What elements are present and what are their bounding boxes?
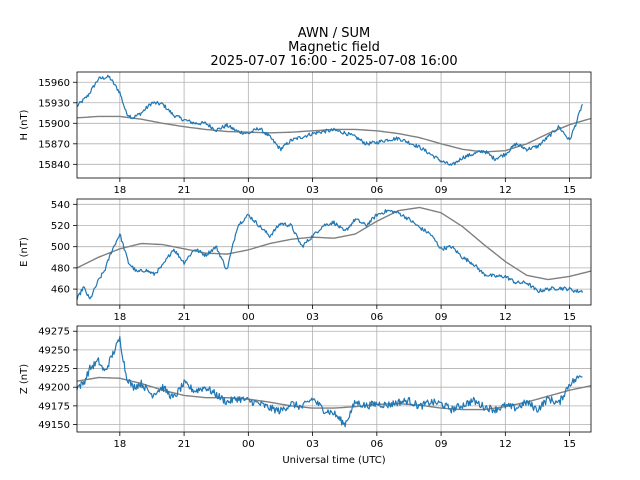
x-tick-label: 00	[242, 185, 255, 196]
panel-h: 18 21 00 03 06 09 12 15 15840 15870 15900 15930 1596…	[19, 71, 592, 196]
x-tick-label: 21	[178, 312, 191, 323]
x-tick-label: 06	[370, 312, 383, 323]
y-tick-label: 15840	[38, 160, 70, 171]
y-tick-label: 49250	[38, 345, 70, 356]
x-tick-label: 09	[435, 185, 448, 196]
x-tick-label: 09	[435, 312, 448, 323]
y-tick-label: 500	[51, 242, 70, 253]
x-tick-label: 21	[178, 439, 191, 450]
y-tick-label: 49275	[38, 327, 70, 338]
title-station: AWN / SUM	[298, 26, 370, 41]
x-tick-label: 12	[499, 439, 512, 450]
x-tick-label: 00	[242, 312, 255, 323]
y-tick-label: 49200	[38, 383, 70, 394]
panel-z: 18 21 00 03 06 09 12 15 49150 49175 49200 49225 4925…	[19, 325, 592, 450]
x-tick-label: 00	[242, 439, 255, 450]
panels: 18 21 00 03 06 09 12 15 15840 15870 15900 15930 1596…	[19, 71, 592, 450]
y-axis-label: E (nT)	[19, 237, 30, 267]
observed-trace	[76, 336, 583, 428]
y-axis-label: Z (nT)	[19, 364, 30, 394]
x-tick-label: 15	[563, 312, 576, 323]
title-quantity: Magnetic field	[288, 40, 380, 55]
y-tick-label: 520	[51, 221, 70, 232]
x-tick-label: 06	[370, 185, 383, 196]
x-tick-label: 15	[563, 439, 576, 450]
observed-trace	[76, 209, 583, 300]
title-time-range: 2025-07-07 16:00 - 2025-07-08 16:00	[210, 54, 457, 69]
y-tick-label: 49150	[38, 420, 70, 431]
x-tick-label: 12	[499, 312, 512, 323]
x-tick-label: 03	[306, 312, 319, 323]
y-tick-label: 49175	[38, 401, 70, 412]
x-tick-label: 06	[370, 439, 383, 450]
y-axis-label: H (nT)	[19, 109, 30, 140]
x-tick-label: 15	[563, 185, 576, 196]
reference-curve	[76, 206, 592, 281]
x-tick-label: 18	[113, 312, 126, 323]
observed-trace	[76, 74, 583, 166]
y-tick-label: 540	[51, 200, 70, 211]
y-tick-label: 15870	[38, 139, 70, 150]
x-tick-label: 12	[499, 185, 512, 196]
y-tick-label: 480	[51, 263, 70, 274]
x-tick-label: 18	[113, 185, 126, 196]
y-tick-label: 49225	[38, 364, 70, 375]
y-tick-label: 15900	[38, 119, 70, 130]
plot-frame	[76, 71, 592, 179]
y-tick-label: 15930	[38, 98, 70, 109]
x-tick-label: 18	[113, 439, 126, 450]
x-tick-label: 03	[306, 185, 319, 196]
x-tick-label: 03	[306, 439, 319, 450]
y-tick-label: 15960	[38, 78, 70, 89]
x-axis-label: Universal time (UTC)	[282, 455, 385, 466]
panel-e: 18 21 00 03 06 09 12 15 460 480 500 520 540 E (nT)	[19, 198, 592, 323]
y-tick-label: 460	[51, 285, 70, 296]
plot-frame	[76, 325, 592, 433]
x-tick-label: 09	[435, 439, 448, 450]
x-tick-label: 21	[178, 185, 191, 196]
plot-frame	[76, 198, 592, 306]
